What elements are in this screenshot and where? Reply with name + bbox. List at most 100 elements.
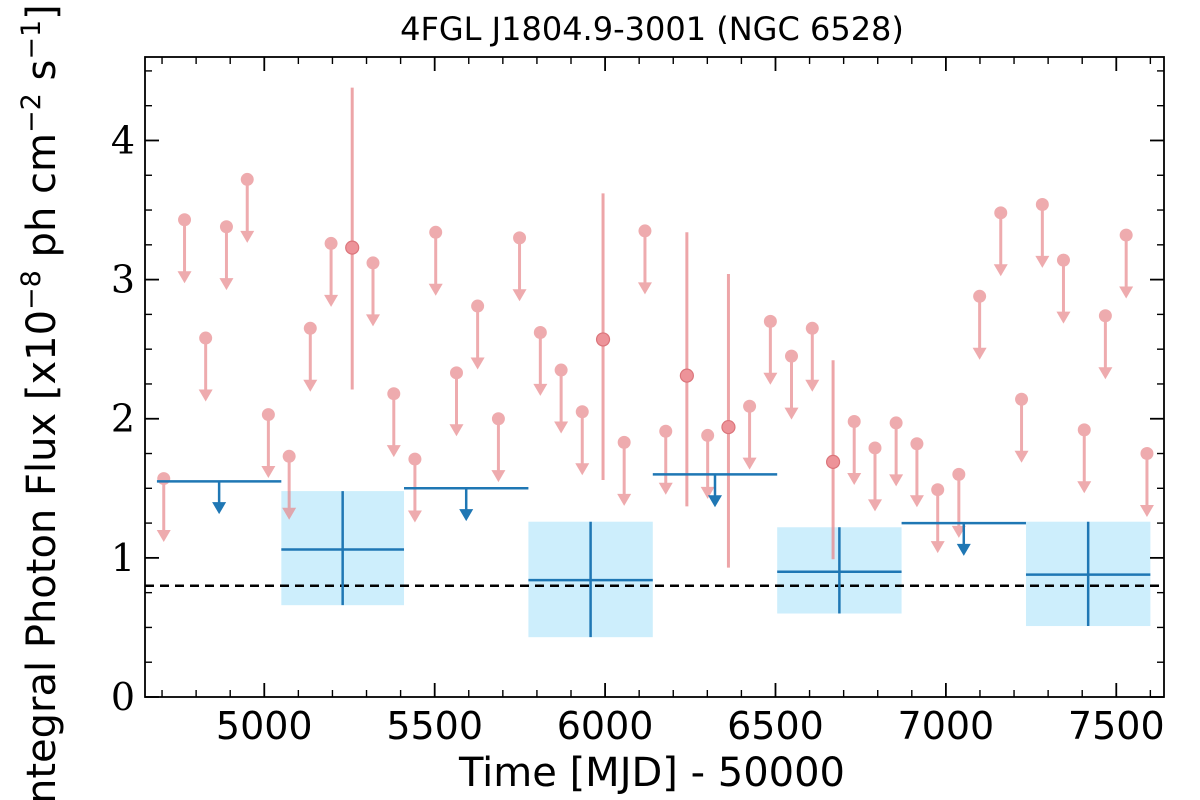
y-tick-label: 0 — [111, 675, 135, 719]
upper-limit-point — [805, 321, 819, 335]
coarse-upper-limit-arrowhead — [212, 502, 227, 515]
upper-limit-marker — [1077, 423, 1092, 494]
y-tick-label: 1 — [111, 536, 135, 580]
upper-limit-marker — [805, 321, 820, 392]
upper-limit-arrowhead — [993, 264, 1008, 277]
upper-limit-marker — [784, 349, 799, 420]
detection-point — [345, 240, 360, 255]
upper-limit-arrowhead — [386, 445, 401, 458]
upper-limit-marker — [240, 172, 255, 243]
upper-limit-marker — [365, 256, 380, 327]
upper-limit-point — [324, 236, 338, 250]
upper-limit-point — [617, 435, 631, 449]
upper-limit-marker — [637, 224, 652, 295]
upper-limit-arrowhead — [658, 482, 673, 495]
upper-limit-arrowhead — [637, 282, 652, 295]
upper-limit-point — [1119, 228, 1133, 242]
upper-limit-point — [408, 452, 422, 466]
upper-limit-point — [1077, 423, 1091, 437]
y-axis-label: Integral Photon Flux [x10−8 ph cm−2 s−1] — [16, 4, 66, 800]
x-tick-label: 5000 — [216, 704, 313, 748]
upper-limit-arrowhead — [972, 347, 987, 360]
x-tick-label: 5500 — [386, 704, 483, 748]
detection-marker — [345, 87, 360, 390]
upper-limit-arrowhead — [324, 294, 339, 307]
upper-limit-arrowhead — [930, 541, 945, 554]
upper-limit-marker — [867, 441, 882, 512]
upper-limit-arrowhead — [763, 372, 778, 385]
x-axis-label: Time [MJD] - 50000 — [458, 750, 845, 796]
upper-limit-arrowhead — [512, 289, 527, 302]
y-tick-label: 4 — [111, 118, 135, 162]
upper-limit-point — [868, 441, 882, 455]
upper-limit-point — [491, 412, 505, 426]
upper-limit-arrowhead — [1056, 311, 1071, 324]
plot-area — [145, 87, 1164, 638]
upper-limit-arrowhead — [1139, 504, 1154, 517]
upper-limit-marker — [1139, 447, 1154, 517]
upper-limit-point — [575, 405, 589, 419]
coarse-upper-limit-arrowhead — [707, 495, 722, 508]
upper-limit-point — [785, 349, 799, 363]
upper-limit-point — [1035, 197, 1049, 211]
upper-limit-marker — [930, 483, 945, 554]
upper-limit-marker — [470, 299, 485, 370]
upper-limit-arrowhead — [554, 421, 569, 434]
upper-limit-marker — [763, 314, 778, 385]
x-tick-label: 7000 — [898, 704, 995, 748]
upper-limit-marker — [658, 424, 673, 495]
upper-limit-point — [1098, 309, 1112, 323]
upper-limit-point — [931, 483, 945, 497]
upper-limit-arrowhead — [156, 530, 171, 542]
upper-limit-marker — [742, 399, 757, 470]
upper-limit-arrowhead — [407, 510, 422, 523]
upper-limit-marker — [972, 289, 987, 360]
upper-limit-point — [366, 256, 380, 270]
upper-limit-arrowhead — [1035, 255, 1050, 268]
upper-limit-marker — [324, 236, 339, 307]
upper-limit-arrowhead — [282, 507, 297, 520]
axes: 5000 5500 6000 6500 7000 7500 0 1 2 3 4 — [111, 56, 1165, 748]
upper-limit-point — [889, 416, 903, 430]
upper-limit-marker — [261, 408, 276, 478]
upper-limit-point — [533, 325, 547, 339]
upper-limit-marker — [889, 416, 904, 487]
upper-limit-marker — [847, 415, 862, 485]
upper-limit-arrowhead — [491, 470, 506, 483]
upper-limit-point — [303, 321, 317, 335]
upper-limit-point — [952, 467, 966, 481]
upper-limit-point — [659, 424, 673, 438]
detection-marker — [595, 193, 611, 480]
upper-limit-point — [178, 213, 192, 227]
upper-limit-arrowhead — [867, 499, 882, 512]
upper-limit-arrowhead — [617, 493, 632, 506]
upper-limit-point — [387, 387, 401, 401]
upper-limit-point — [847, 415, 861, 429]
upper-limit-point — [261, 408, 275, 422]
upper-limit-marker — [575, 405, 590, 476]
upper-limit-point — [471, 299, 485, 313]
upper-limit-arrowhead — [219, 278, 234, 291]
upper-limit-marker — [1035, 197, 1050, 268]
upper-limit-marker — [909, 437, 924, 508]
upper-limit-marker — [700, 428, 715, 499]
upper-limit-point — [994, 206, 1008, 220]
upper-limit-marker — [993, 206, 1008, 277]
upper-limit-point — [240, 172, 254, 186]
upper-limit-marker — [303, 321, 318, 392]
upper-limit-arrowhead — [449, 424, 464, 437]
detection-marker — [825, 360, 841, 560]
upper-limit-point — [638, 224, 652, 238]
upper-limit-point — [973, 289, 987, 303]
upper-limit-point — [910, 437, 924, 451]
x-tick-label: 7500 — [1068, 704, 1165, 748]
upper-limit-point — [1140, 447, 1154, 461]
upper-limit-marker — [491, 412, 506, 483]
upper-limit-point — [429, 225, 443, 239]
upper-limit-point — [1015, 392, 1029, 406]
detection-point — [825, 454, 841, 469]
upper-limit-arrowhead — [198, 389, 213, 402]
upper-limit-arrowhead — [470, 357, 485, 370]
detection-point — [595, 332, 611, 347]
